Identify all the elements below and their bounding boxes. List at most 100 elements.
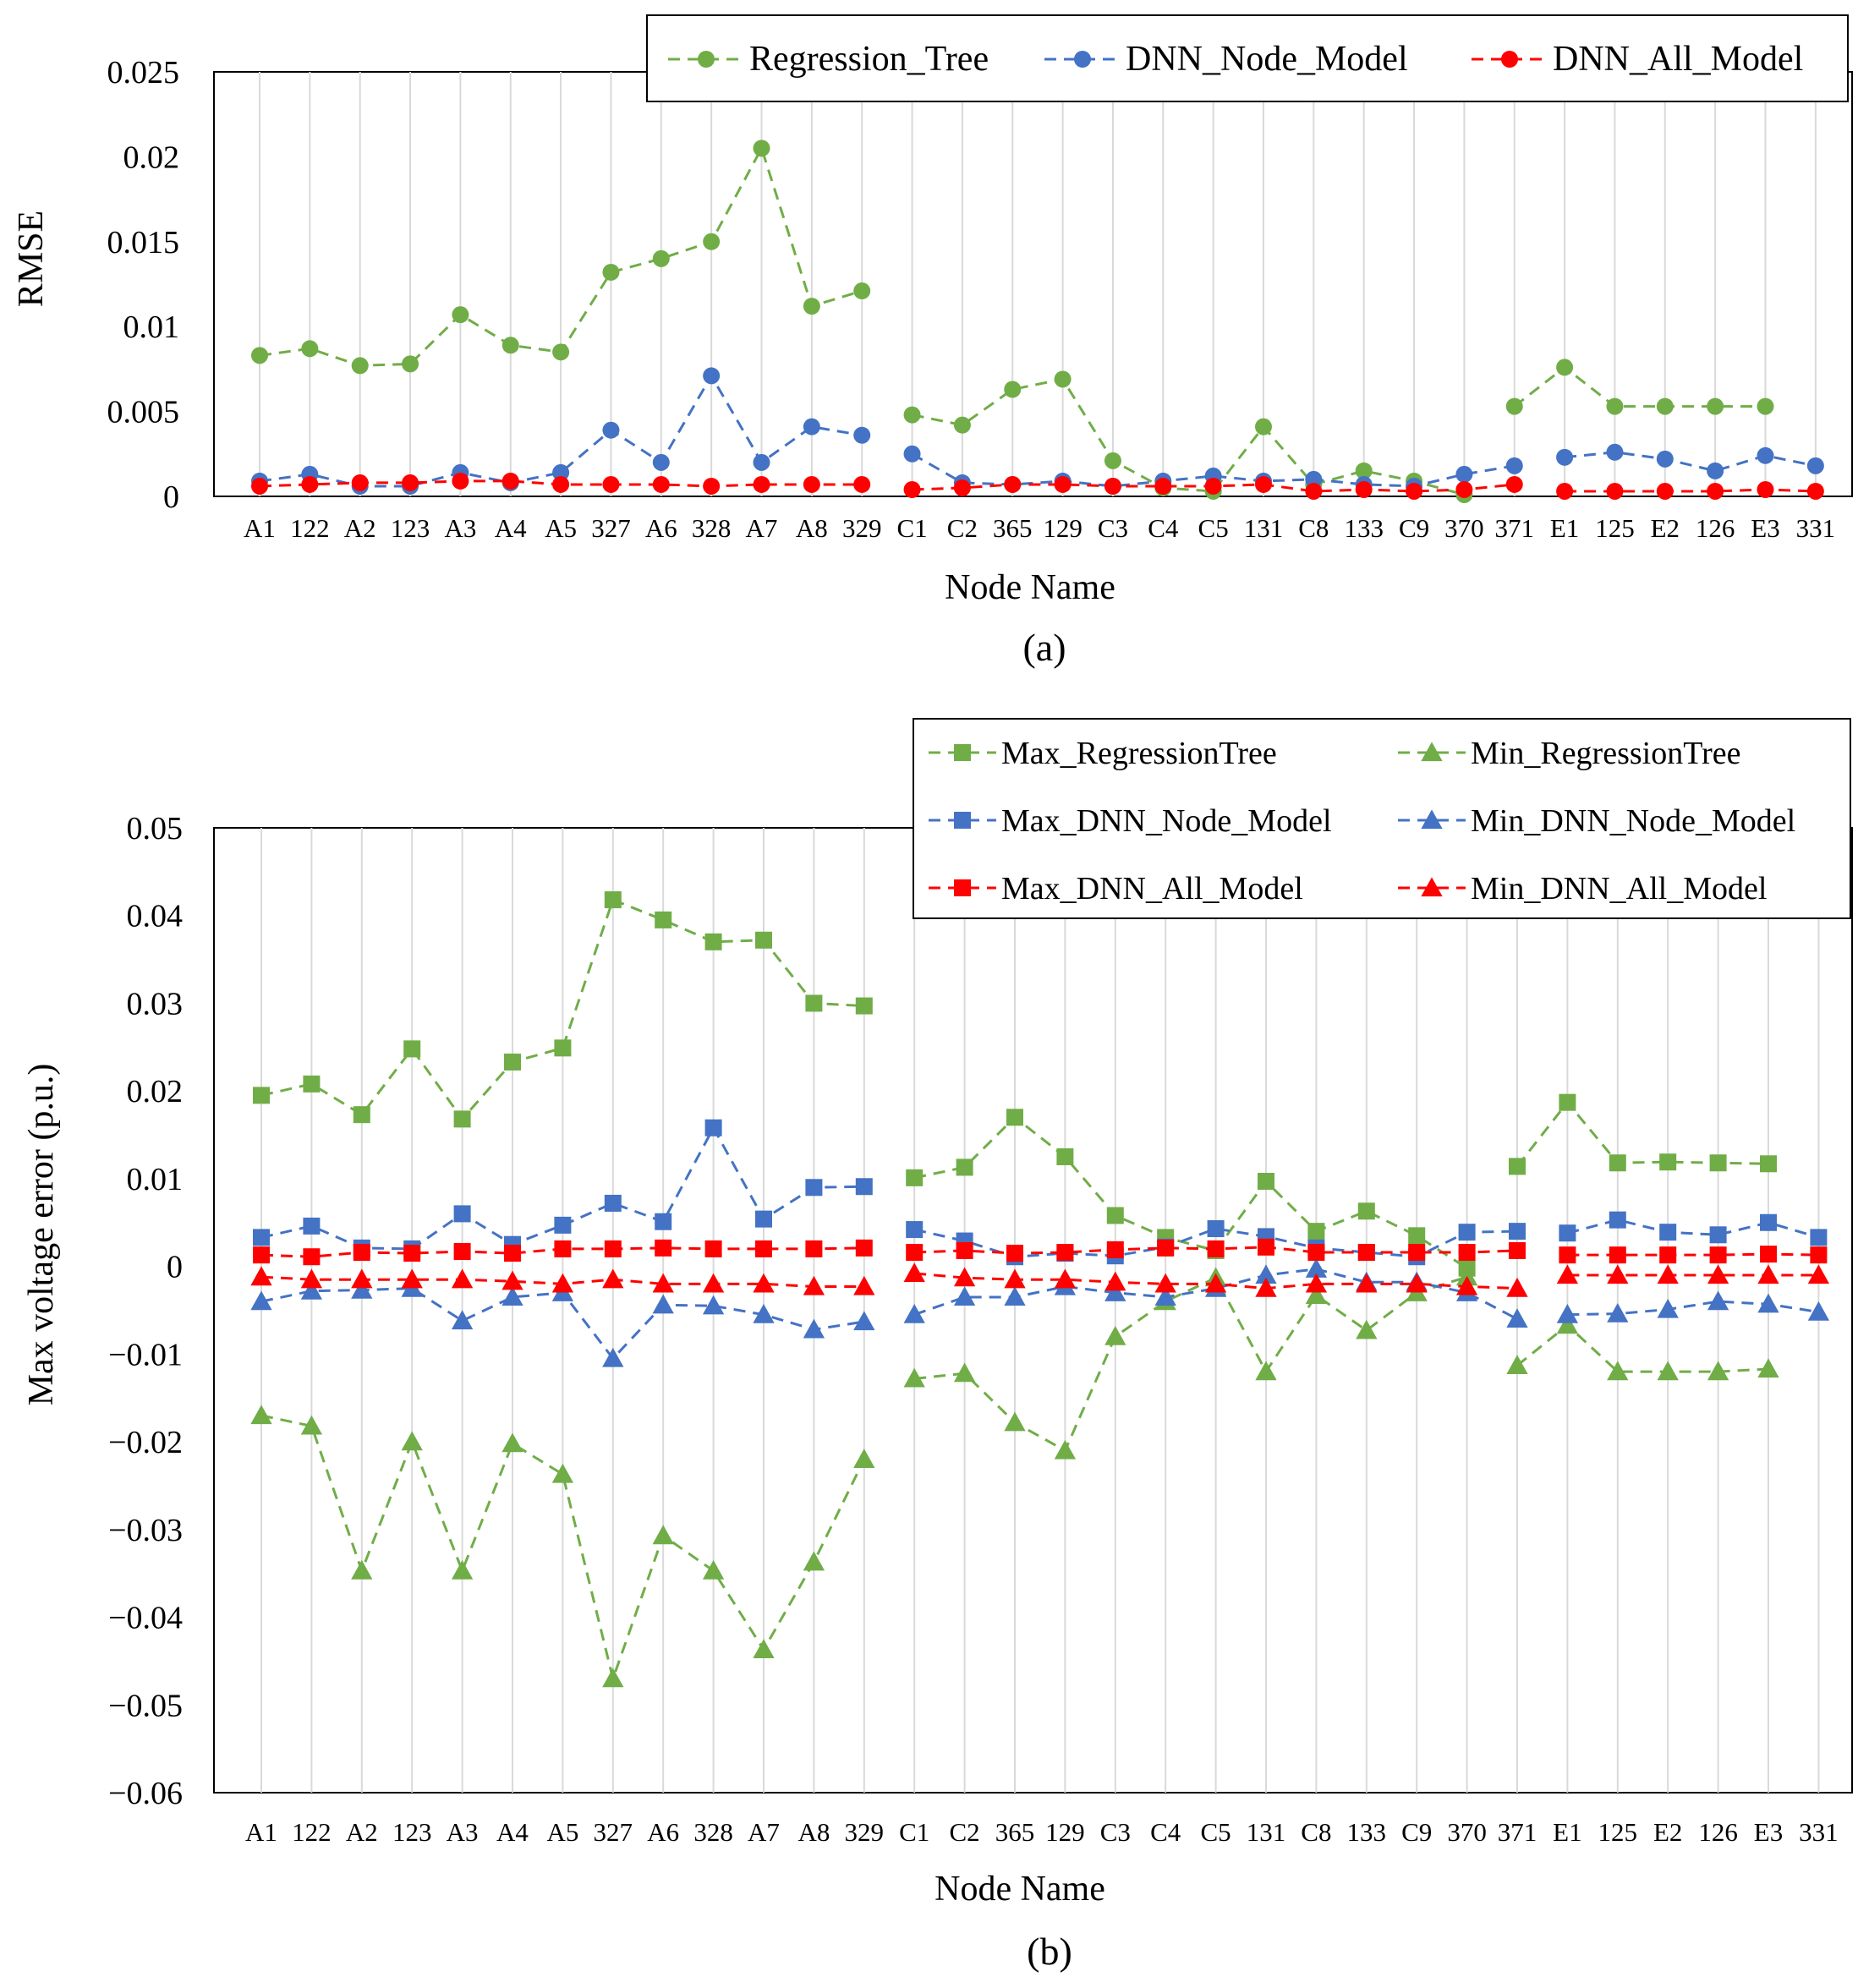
data-point [1659,1246,1677,1264]
x-tick-label: 331 [1796,513,1836,543]
x-tick-label: 125 [1598,1817,1638,1847]
y-tick-label: −0.04 [108,1601,183,1636]
data-point [1408,1244,1426,1262]
data-point [1760,1155,1777,1173]
data-point [451,1559,474,1580]
data-point [551,1273,574,1293]
data-point [1408,1227,1426,1245]
x-tick-label: 129 [1043,513,1082,543]
data-point [803,475,820,493]
data-point [655,911,672,928]
x-tick-label: 126 [1698,1817,1738,1847]
data-point [502,1432,523,1453]
data-point [703,233,721,250]
x-tick-label: C1 [896,513,927,543]
legend-label: Max_RegressionTree [1001,736,1277,771]
data-point [1255,1277,1277,1297]
data-point [853,1275,875,1295]
x-tick-label: E3 [1754,1817,1783,1847]
series-Min_DNN_All_Model [250,1262,1830,1297]
data-point [1154,477,1172,495]
x-tick-label: 131 [1247,1817,1286,1847]
grid-a [259,72,1817,496]
data-point [250,1266,272,1286]
data-point [1657,1264,1679,1284]
data-point [1707,1290,1729,1311]
x-tick-label: A4 [496,1817,529,1847]
x-tick-label: A6 [645,513,677,543]
legend-marker [1501,51,1518,68]
data-point [805,994,823,1012]
data-point [704,1119,722,1136]
y-axis-title-b: Max voltage error (p.u.) [22,1064,61,1406]
data-point [251,347,268,364]
plot-area-a [213,71,1853,497]
data-point [602,475,620,493]
x-tick-label: 328 [693,1817,733,1847]
data-point [303,1217,321,1235]
data-point [554,1216,572,1234]
data-point [1006,1109,1023,1126]
y-tick-label: 0.04 [127,899,184,934]
data-point [1056,1147,1074,1165]
data-point [453,1110,471,1128]
data-point [1556,1264,1579,1284]
data-point [1810,1246,1828,1264]
y-tick-label: 0.02 [123,140,180,175]
legend-box-b [913,718,1851,919]
data-point [1004,475,1022,493]
legend-marker [954,812,971,829]
y-tick-label: 0.015 [107,225,180,260]
data-point [554,1240,572,1257]
legend-item: Regression_Tree [668,40,989,79]
data-point [1255,418,1272,435]
data-point [652,249,670,267]
legend-item: DNN_All_Model [1472,40,1803,79]
data-point [1707,1264,1729,1284]
x-tick-label: 327 [591,513,631,543]
data-point [855,1178,873,1196]
y-axis-title-a: RMSE [12,211,51,307]
data-point [1106,1240,1124,1258]
data-point [704,933,722,950]
data-point [1307,1244,1325,1262]
data-point [504,1053,521,1071]
data-point [1255,475,1272,493]
data-point [853,282,871,300]
x-tick-label: 371 [1498,1817,1537,1847]
data-point [903,1367,925,1388]
data-point [1760,1246,1777,1263]
y-tick-label: −0.01 [108,1337,183,1372]
x-tick-label: 331 [1799,1817,1839,1847]
data-point [1709,1246,1727,1264]
y-tick-label: 0.05 [127,811,184,846]
legend-item: Min_DNN_Node_Model [1398,803,1795,839]
data-point [1609,1246,1626,1264]
y-tick-label: −0.03 [108,1513,183,1548]
legend-label: Min_DNN_Node_Model [1471,803,1795,839]
data-point [953,1362,976,1383]
data-point [1255,1361,1277,1381]
data-point [1356,1319,1378,1339]
data-point [1307,1223,1325,1240]
y-tick-label: −0.06 [108,1776,183,1811]
data-point [953,416,971,434]
data-point [903,406,921,424]
data-point [753,1304,775,1323]
data-point [401,1268,423,1289]
data-point [1609,1211,1626,1229]
x-tick-label: A3 [447,1817,479,1847]
x-tick-label: C9 [1399,513,1429,543]
data-point [1556,1304,1579,1323]
data-point [1806,482,1824,500]
data-point [702,1273,725,1293]
data-point [1006,1245,1023,1262]
data-point [451,1268,474,1289]
data-point [250,1405,272,1425]
data-point [351,357,369,375]
data-point [956,1158,973,1176]
data-point [1406,1273,1428,1293]
data-point [1356,1273,1378,1293]
x-tick-label: A1 [244,513,276,543]
data-point [1707,1361,1729,1381]
